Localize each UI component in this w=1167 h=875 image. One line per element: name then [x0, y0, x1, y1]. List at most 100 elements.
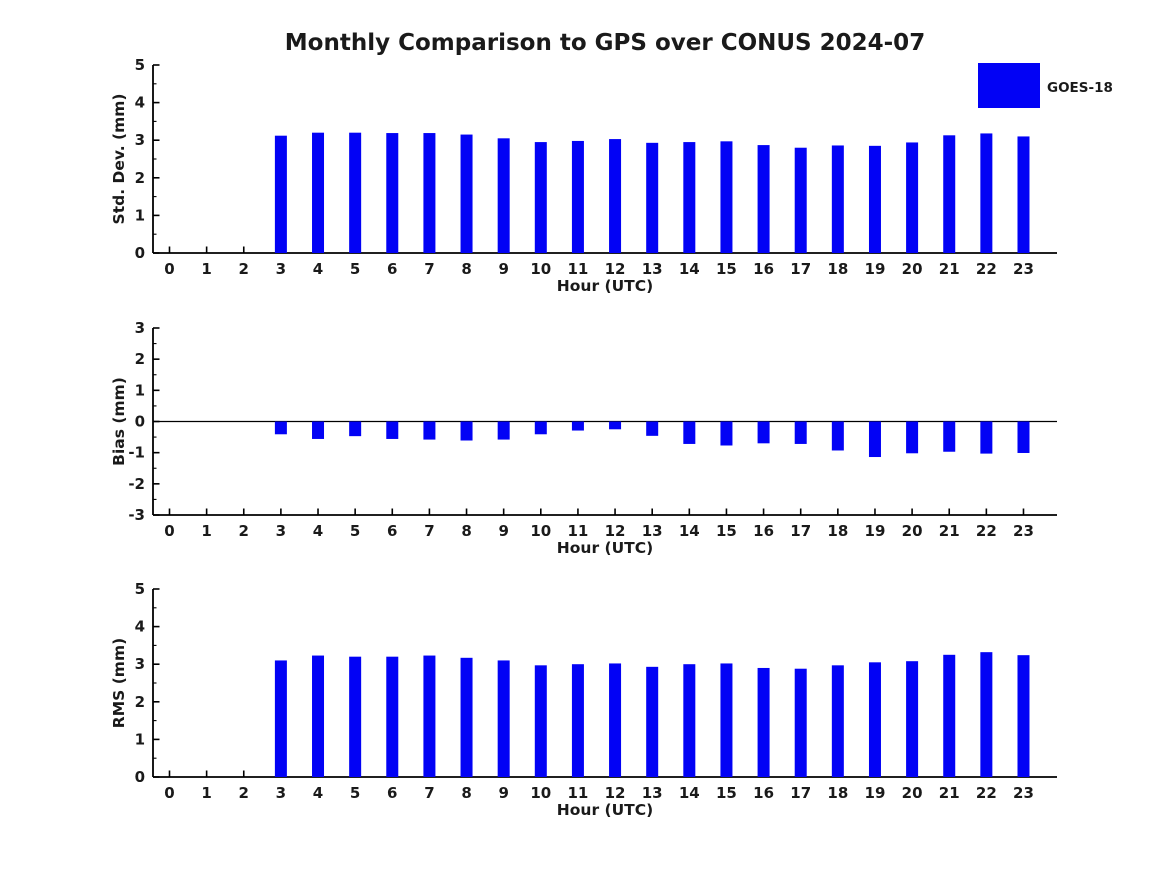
- rms-x-tick-label-0: 0: [164, 784, 174, 802]
- bias-x-tick-label-6: 6: [387, 522, 397, 540]
- stddev-x-tick-label-20: 20: [902, 260, 923, 278]
- stddev-bar-hour-8: [460, 134, 473, 253]
- rms-x-tick-label-18: 18: [827, 784, 848, 802]
- rms-x-tick-label-9: 9: [498, 784, 508, 802]
- figure-title: Monthly Comparison to GPS over CONUS 202…: [285, 30, 925, 56]
- rms-x-tick-label-19: 19: [865, 784, 886, 802]
- bias-bar-hour-16: [757, 421, 770, 444]
- stddev-bar-hour-5: [349, 132, 362, 253]
- rms-x-tick-label-22: 22: [976, 784, 997, 802]
- bias-bar-hour-6: [386, 421, 399, 439]
- rms-bar-hour-5: [349, 656, 362, 777]
- rms-y-tick-label-1: 1: [135, 730, 145, 748]
- bias-x-tick-label-23: 23: [1013, 522, 1034, 540]
- rms-bar-hour-15: [720, 663, 733, 777]
- stddev-x-tick-label-10: 10: [530, 260, 551, 278]
- stddev-x-tick-label-21: 21: [939, 260, 960, 278]
- bias-bar-hour-15: [720, 421, 733, 446]
- rms-x-tick-label-11: 11: [567, 784, 588, 802]
- stddev-x-tick-label-5: 5: [350, 260, 360, 278]
- rms-bar-hour-3: [274, 660, 287, 777]
- stddev-x-tick-label-4: 4: [313, 260, 323, 278]
- stddev-x-tick-label-2: 2: [239, 260, 249, 278]
- rms-bar-hour-21: [943, 654, 956, 777]
- rms-bar-hour-12: [609, 663, 622, 777]
- rms-x-tick-label-21: 21: [939, 784, 960, 802]
- bias-x-tick-label-1: 1: [201, 522, 211, 540]
- rms-x-tick-label-2: 2: [239, 784, 249, 802]
- stddev-bar-hour-7: [423, 133, 436, 253]
- rms-y-tick-label-2: 2: [135, 693, 145, 711]
- stddev-bar-hour-6: [386, 133, 399, 253]
- bias-bar-hour-8: [460, 421, 473, 441]
- rms-x-tick-label-7: 7: [424, 784, 434, 802]
- stddev-bar-hour-22: [980, 133, 993, 253]
- bias-x-tick-label-12: 12: [605, 522, 626, 540]
- stddev-bar-hour-10: [534, 142, 547, 253]
- rms-x-tick-label-8: 8: [461, 784, 471, 802]
- stddev-x-tick-label-8: 8: [461, 260, 471, 278]
- stddev-x-tick-label-19: 19: [865, 260, 886, 278]
- bias-bar-hour-9: [497, 421, 510, 440]
- stddev-bar-hour-17: [794, 147, 807, 253]
- stddev-x-tick-label-11: 11: [567, 260, 588, 278]
- bias-bar-hour-4: [312, 421, 325, 439]
- bias-x-tick-label-22: 22: [976, 522, 997, 540]
- stddev-x-tick-label-23: 23: [1013, 260, 1034, 278]
- rms-bar-hour-8: [460, 657, 473, 777]
- bias-y-tick-label-2: 2: [135, 350, 145, 368]
- stddev-x-tick-label-15: 15: [716, 260, 737, 278]
- bias-bar-hour-11: [571, 421, 584, 431]
- rms-y-tick-label-4: 4: [135, 618, 145, 636]
- bias-x-tick-label-2: 2: [239, 522, 249, 540]
- stddev-bar-hour-13: [646, 142, 659, 253]
- bias-x-tick-label-9: 9: [498, 522, 508, 540]
- stddev-bar-hour-21: [943, 135, 956, 253]
- legend-label-goes18: GOES-18: [1047, 80, 1113, 96]
- rms-x-tick-label-3: 3: [276, 784, 286, 802]
- rms-bar-hour-22: [980, 652, 993, 777]
- rms-x-tick-label-14: 14: [679, 784, 700, 802]
- bias-bar-hour-21: [943, 421, 956, 452]
- bias-bar-hour-14: [683, 421, 696, 444]
- rms-bar-hour-9: [497, 660, 510, 777]
- bias-y-tick-label--2: -2: [128, 475, 145, 493]
- bias-y-tick-label-3: 3: [135, 319, 145, 337]
- rms-bar-hour-10: [534, 665, 547, 777]
- stddev-x-tick-label-3: 3: [276, 260, 286, 278]
- bias-bar-hour-10: [534, 421, 547, 435]
- bias-bar-hour-23: [1017, 421, 1030, 453]
- stddev-y-tick-label-1: 1: [135, 206, 145, 224]
- stddev-bar-hour-19: [868, 145, 881, 253]
- bias-x-tick-label-7: 7: [424, 522, 434, 540]
- rms-x-tick-label-15: 15: [716, 784, 737, 802]
- rms-xlabel: Hour (UTC): [557, 801, 653, 819]
- stddev-x-tick-label-13: 13: [642, 260, 663, 278]
- legend: GOES-18: [978, 63, 1113, 108]
- stddev-bar-hour-12: [609, 139, 622, 253]
- bias-x-tick-label-19: 19: [865, 522, 886, 540]
- stddev-x-tick-label-9: 9: [498, 260, 508, 278]
- stddev-y-tick-label-3: 3: [135, 131, 145, 149]
- bias-x-tick-label-20: 20: [902, 522, 923, 540]
- rms-bar-hour-18: [831, 665, 844, 777]
- stddev-bar-hour-23: [1017, 136, 1030, 253]
- rms-ylabel: RMS (mm): [110, 638, 128, 728]
- rms-x-tick-label-16: 16: [753, 784, 774, 802]
- bias-bar-hour-7: [423, 421, 436, 440]
- stddev-x-tick-label-14: 14: [679, 260, 700, 278]
- bias-x-tick-label-18: 18: [827, 522, 848, 540]
- rms-x-tick-label-4: 4: [313, 784, 323, 802]
- bias-x-tick-label-4: 4: [313, 522, 323, 540]
- stddev-x-tick-label-16: 16: [753, 260, 774, 278]
- bias-bar-hour-5: [349, 421, 362, 437]
- bias-x-tick-label-16: 16: [753, 522, 774, 540]
- bias-x-tick-label-8: 8: [461, 522, 471, 540]
- bias-x-tick-label-15: 15: [716, 522, 737, 540]
- bias-x-tick-label-21: 21: [939, 522, 960, 540]
- rms-bar-hour-20: [906, 661, 919, 777]
- rms-bar-hour-7: [423, 655, 436, 777]
